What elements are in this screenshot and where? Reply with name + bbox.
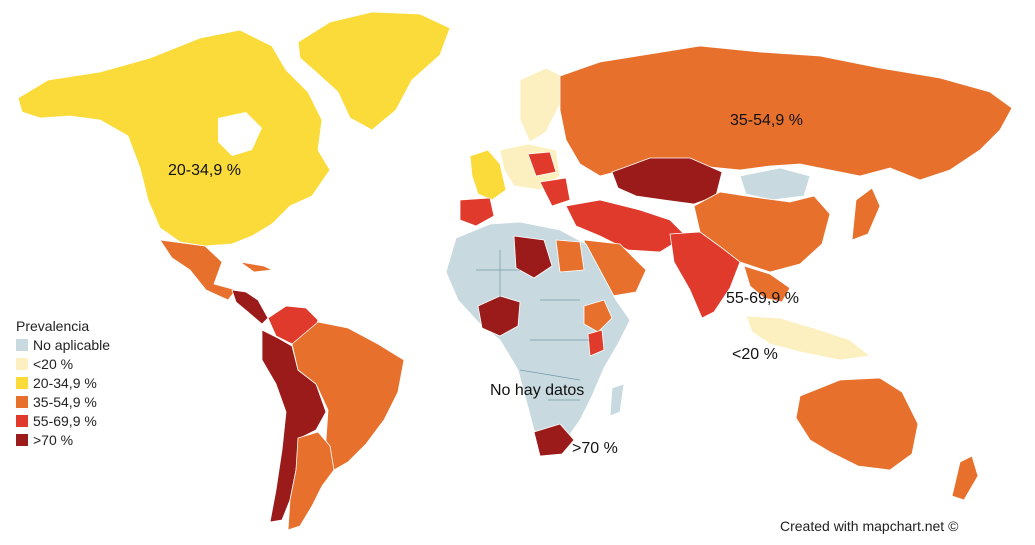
- label-central-africa: No hay datos: [490, 382, 585, 399]
- region-spain: [459, 197, 495, 227]
- legend-swatch: [16, 376, 28, 389]
- region-madagascar: [609, 383, 625, 417]
- label-south-africa: >70 %: [572, 440, 618, 457]
- region-egypt: [555, 239, 585, 273]
- region-india: [669, 231, 741, 319]
- region-argentina: [287, 431, 335, 531]
- credit-text: Created with mapchart.net ©: [780, 518, 959, 534]
- legend-swatch: [16, 357, 28, 370]
- region-greenland: [297, 11, 451, 131]
- region-kenya: [587, 329, 605, 357]
- label-russia: 35-54,9 %: [730, 112, 803, 129]
- region-north-america: [17, 29, 331, 247]
- region-japan: [851, 187, 881, 241]
- legend-label: <20 %: [33, 355, 74, 372]
- legend-swatch: [16, 338, 28, 351]
- legend-swatch: [16, 414, 28, 427]
- region-southeast-asia: [743, 265, 791, 303]
- map-legend: Prevalencia No aplicable <20 % 20-34,9 %…: [16, 318, 110, 449]
- legend-item-20-34: 20-34,9 %: [16, 373, 110, 392]
- legend-item-under-20: <20 %: [16, 354, 110, 373]
- label-southeast-asia: 55-69,9 %: [726, 290, 799, 307]
- legend-item-no-aplicable: No aplicable: [16, 335, 110, 354]
- legend-title: Prevalencia: [16, 318, 90, 334]
- region-east-africa: [583, 299, 613, 333]
- region-caribbean: [239, 261, 273, 273]
- legend-label: 35-54,9 %: [33, 393, 97, 410]
- region-south-africa: [533, 423, 575, 457]
- legend-label: 55-69,9 %: [33, 412, 97, 429]
- region-central-america: [231, 289, 269, 325]
- africa-borders: [476, 250, 590, 401]
- legend-item-over-70: >70 %: [16, 430, 110, 449]
- legend-label: >70 %: [33, 431, 74, 448]
- legend-label: 20-34,9 %: [33, 374, 97, 391]
- region-australia: [795, 377, 919, 471]
- region-western-europe: [469, 149, 507, 201]
- region-mexico: [159, 239, 237, 301]
- legend-item-55-69: 55-69,9 %: [16, 411, 110, 430]
- region-brazil: [291, 321, 405, 471]
- region-mongolia: [739, 167, 811, 201]
- hudson-bay: [218, 112, 262, 156]
- region-libya: [513, 235, 553, 279]
- region-indonesia: [745, 315, 871, 361]
- legend-item-35-54: 35-54,9 %: [16, 392, 110, 411]
- region-scandinavia: [519, 67, 567, 143]
- legend-swatch: [16, 433, 28, 446]
- label-north-america: 20-34,9 %: [168, 162, 241, 179]
- legend-label: No aplicable: [33, 336, 111, 353]
- region-eastern-europe: [527, 151, 557, 177]
- label-indonesia: <20 %: [732, 346, 778, 363]
- legend-swatch: [16, 395, 28, 408]
- region-balkans: [539, 177, 571, 207]
- region-new-zealand: [951, 455, 979, 501]
